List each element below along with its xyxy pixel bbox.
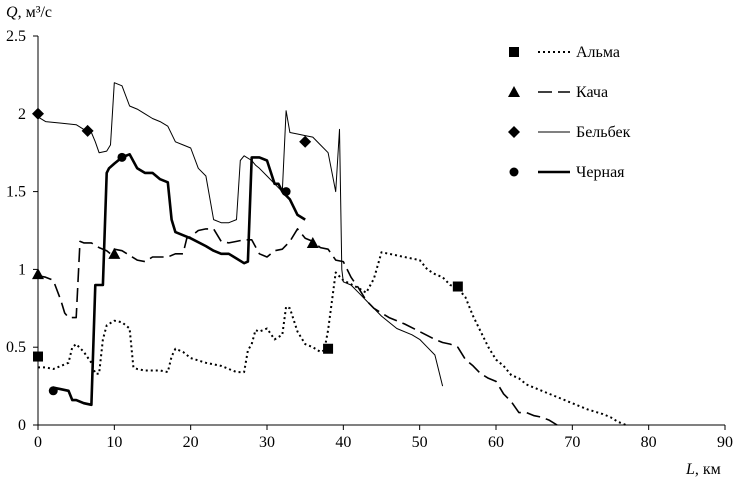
series-marker (281, 187, 291, 197)
series-marker (81, 124, 94, 137)
legend: Альма Кача Бельбек Черная (508, 44, 631, 181)
series-marker (48, 386, 58, 396)
series-line (38, 251, 627, 426)
series-marker (108, 247, 121, 259)
y-tick-label: 2.5 (6, 28, 26, 45)
series-marker (452, 281, 463, 292)
series-line (37, 228, 558, 426)
x-tick-label: 70 (564, 434, 580, 451)
x-tick-label: 60 (488, 434, 504, 451)
y-tick-label: 2 (18, 106, 26, 123)
x-axis-label: L, км (685, 461, 721, 478)
y-tick-label: 1 (18, 261, 26, 278)
plot-area (32, 82, 627, 426)
y-tick-label: 1.5 (6, 184, 26, 201)
legend-label: Альма (576, 44, 620, 61)
series-line (37, 82, 444, 387)
series-marker (299, 135, 312, 148)
axes: 0 10 20 30 40 50 60 70 80 90 0 0.5 1 1.5 2 2.5 (6, 28, 733, 451)
series-marker (117, 152, 127, 162)
x-tick-label: 80 (641, 434, 657, 451)
legend-marker (509, 47, 519, 57)
x-tick-label: 90 (717, 434, 733, 451)
x-tick-label: 0 (34, 434, 42, 451)
series-marker (306, 236, 319, 248)
series-line (53, 153, 306, 407)
x-tick-label: 30 (259, 434, 275, 451)
legend-marker (508, 86, 520, 97)
x-tick-label: 20 (183, 434, 199, 451)
legend-label: Кача (576, 84, 608, 101)
legend-marker (509, 167, 519, 177)
y-axis-label: Q, м³/с (6, 4, 52, 21)
y-tick-label: 0.5 (6, 339, 26, 356)
legend-label: Черная (576, 164, 625, 181)
legend-marker (508, 126, 520, 138)
x-tick-label: 40 (335, 434, 351, 451)
y-tick-label: 0 (18, 417, 26, 434)
x-tick-label: 50 (412, 434, 428, 451)
series-marker (323, 343, 334, 354)
legend-label: Бельбек (576, 124, 631, 141)
x-tick-label: 10 (106, 434, 122, 451)
